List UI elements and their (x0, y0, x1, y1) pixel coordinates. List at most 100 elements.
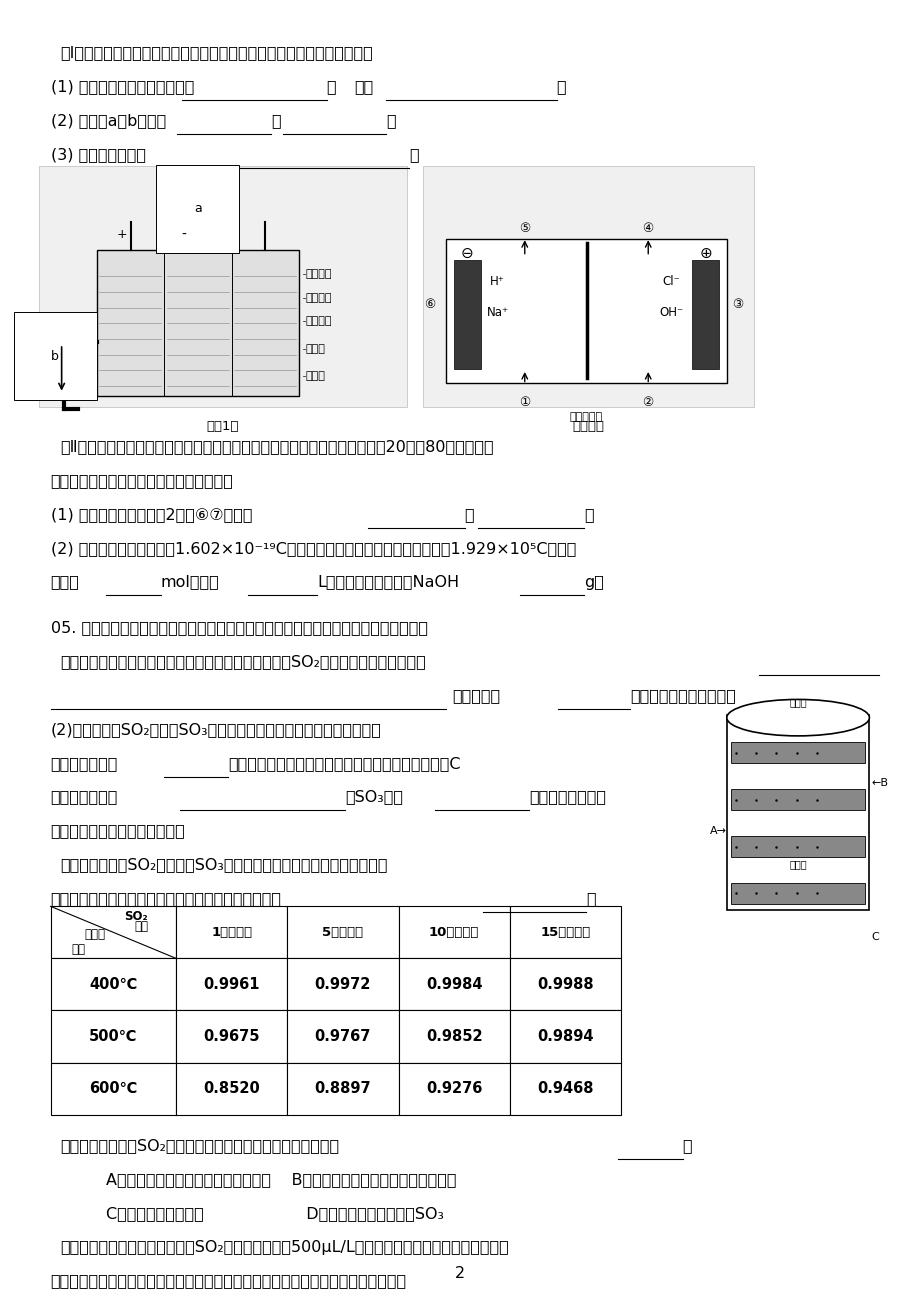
Text: +: + (117, 228, 127, 241)
Text: ②: ② (641, 396, 653, 409)
Text: C: C (870, 932, 878, 941)
Text: L（在标准状况下），NaOH: L（在标准状况下），NaOH (317, 574, 459, 590)
Text: 600℃: 600℃ (89, 1081, 137, 1096)
Text: 催化剂: 催化剂 (789, 698, 806, 707)
Text: 转化率: 转化率 (84, 928, 105, 941)
Text: ，该反应在: ，该反应在 (452, 687, 500, 703)
Text: 阴极: 阴极 (354, 79, 373, 95)
Text: （１）在硫酸工业生产中，我国采用黄铁矿为原料生产SO₂，反应的化学方程式为：: （１）在硫酸工业生产中，我国采用黄铁矿为原料生产SO₂，反应的化学方程式为： (60, 654, 425, 669)
Text: (1) 写出两极电极反应式，阳极: (1) 写出两极电极反应式，阳极 (51, 79, 194, 95)
Bar (51, 1062, 176, 1115)
Text: （Ⅱ）随着科技的发展，电解工艺不断革新，电解效率和产品纯度得到提高。20世纪80年代起，隔: （Ⅱ）随着科技的发展，电解工艺不断革新，电解效率和产品纯度得到提高。20世纪80… (60, 439, 493, 454)
Text: ←B: ←B (870, 777, 887, 788)
Bar (509, 1010, 620, 1062)
Text: ；: ； (556, 79, 565, 95)
Text: 石墨阳极: 石墨阳极 (305, 270, 332, 279)
Text: 15个大气压: 15个大气压 (539, 926, 590, 939)
Text: 2: 2 (454, 1266, 465, 1281)
Text: ①: ① (518, 396, 530, 409)
Text: 法之一是用氨水洗涤烟气脱硫，用方程式表示氨水洗涤吸收塔排除的尾气的化学方程: 法之一是用氨水洗涤烟气脱硫，用方程式表示氨水洗涤吸收塔排除的尾气的化学方程 (51, 1273, 406, 1289)
Text: （５）由吸收塔排出的尾气中有SO₂的含量如果超过500μL/L，就要加以处理后才能排出，处理方: （５）由吸收塔排出的尾气中有SO₂的含量如果超过500μL/L，就要加以处理后才… (60, 1240, 508, 1255)
Bar (398, 1062, 509, 1115)
Text: 0.9988: 0.9988 (537, 976, 593, 992)
Text: 500℃: 500℃ (89, 1029, 138, 1044)
Bar (446, 240, 726, 383)
Text: 0.8897: 0.8897 (314, 1081, 371, 1096)
Text: 、: 、 (464, 506, 473, 522)
Text: 0.9276: 0.9276 (425, 1081, 482, 1096)
Text: 0.9675: 0.9675 (203, 1029, 260, 1044)
FancyBboxPatch shape (423, 165, 754, 406)
Text: 生氯气: 生氯气 (51, 574, 79, 590)
Text: ⑤: ⑤ (518, 223, 530, 234)
Text: Na⁺: Na⁺ (486, 306, 508, 319)
Text: 。: 。 (584, 506, 593, 522)
Bar (176, 1062, 287, 1115)
Text: 、: 、 (271, 113, 280, 129)
Text: OH⁻: OH⁻ (659, 306, 683, 319)
Text: （４）现在欲提高SO₂的反应速率和转化率，下列措施可行的是: （４）现在欲提高SO₂的反应速率和转化率，下列措施可行的是 (60, 1138, 338, 1154)
Bar (287, 1062, 398, 1115)
Text: Cl⁻: Cl⁻ (662, 275, 680, 288)
Text: 0.9972: 0.9972 (314, 976, 370, 992)
Text: ④: ④ (641, 223, 653, 234)
Bar (509, 958, 620, 1010)
Text: 离子交换膜: 离子交换膜 (569, 411, 603, 422)
Bar (453, 260, 481, 370)
Bar (287, 906, 398, 958)
Text: （图２）: （图２） (573, 419, 604, 432)
Bar (176, 906, 287, 958)
Bar (96, 250, 299, 396)
Text: 0.9894: 0.9894 (537, 1029, 593, 1044)
Text: ③: ③ (732, 298, 743, 311)
Text: 。: 。 (585, 891, 595, 906)
Bar (398, 906, 509, 958)
FancyBboxPatch shape (39, 165, 406, 406)
Ellipse shape (726, 699, 868, 736)
Text: （Ⅰ）在氯碱工业中，曾用石棉隔膜电解槽来电解食盐水（如下图１所示）: （Ⅰ）在氯碱工业中，曾用石棉隔膜电解槽来电解食盐水（如下图１所示） (60, 46, 372, 61)
Text: 05. 硫酸是工业生产中最为重要的产品之一，在化学工业的很多领域都要用到浓硫酸。: 05. 硫酸是工业生产中最为重要的产品之一，在化学工业的很多领域都要用到浓硫酸。 (51, 620, 427, 635)
Text: （填仪器名称）中进行反应。在如图所示的装置中，C: （填仪器名称）中进行反应。在如图所示的装置中，C (228, 755, 460, 771)
Bar (726, 715, 868, 910)
Text: 石棉隔膜: 石棉隔膜 (305, 293, 332, 303)
Text: 0.9767: 0.9767 (314, 1029, 370, 1044)
Text: 铁网阴极: 铁网阴极 (305, 316, 332, 327)
Bar (731, 836, 864, 857)
Text: (1) 离子膜电解槽（如图2）中⑥⑦分别是: (1) 离子膜电解槽（如图2）中⑥⑦分别是 (51, 506, 252, 522)
Text: ；SO₃进入: ；SO₃进入 (345, 789, 403, 805)
Text: 1个大气压: 1个大气压 (210, 926, 252, 939)
Text: ⊕: ⊕ (698, 246, 711, 260)
Text: ，: ， (326, 79, 335, 95)
Text: A、向装置中通入氮气且保持体积不变    B、向装置中通入氧气且保持体积不变: A、向装置中通入氮气且保持体积不变 B、向装置中通入氧气且保持体积不变 (106, 1172, 456, 1187)
Bar (509, 906, 620, 958)
Text: (2) 图１中a和b分别是: (2) 图１中a和b分别是 (51, 113, 165, 129)
Text: 400℃: 400℃ (89, 976, 137, 992)
Bar (398, 1010, 509, 1062)
Text: -: - (181, 228, 187, 242)
Text: 中进行（填仪器名称）。: 中进行（填仪器名称）。 (630, 687, 735, 703)
Text: （图1）: （图1） (206, 419, 239, 432)
Text: ；: ； (386, 113, 395, 129)
Text: a: a (194, 202, 201, 215)
Bar (731, 789, 864, 810)
Bar (691, 260, 719, 370)
Text: (2) 已知一个电子的电量是1.602×10⁻¹⁹C，在离子膜电解饱和食盐水时通过电子1.929×10⁵C，则产: (2) 已知一个电子的电量是1.602×10⁻¹⁹C，在离子膜电解饱和食盐水时通… (51, 540, 575, 556)
Text: （填仪器名称）用: （填仪器名称）用 (528, 789, 606, 805)
Text: (3) 石棉隔膜的作用: (3) 石棉隔膜的作用 (51, 147, 145, 163)
Text: 。: 。 (682, 1138, 691, 1154)
Text: 处流出的气体有: 处流出的气体有 (51, 789, 118, 805)
Text: 10个大气压: 10个大气压 (428, 926, 479, 939)
Text: 且有热交换器的: 且有热交换器的 (51, 755, 118, 771)
Bar (176, 958, 287, 1010)
Bar (287, 958, 398, 1010)
Text: 5个大气压: 5个大气压 (322, 926, 363, 939)
Text: b: b (51, 350, 59, 362)
Text: 0.8520: 0.8520 (203, 1081, 260, 1096)
Text: A→: A→ (709, 825, 726, 836)
Text: 阳极室: 阳极室 (305, 344, 325, 354)
Text: ⑥: ⑥ (424, 298, 435, 311)
Bar (509, 1062, 620, 1115)
Text: ⊖: ⊖ (460, 246, 473, 260)
Bar (51, 1010, 176, 1062)
Bar (51, 906, 176, 958)
